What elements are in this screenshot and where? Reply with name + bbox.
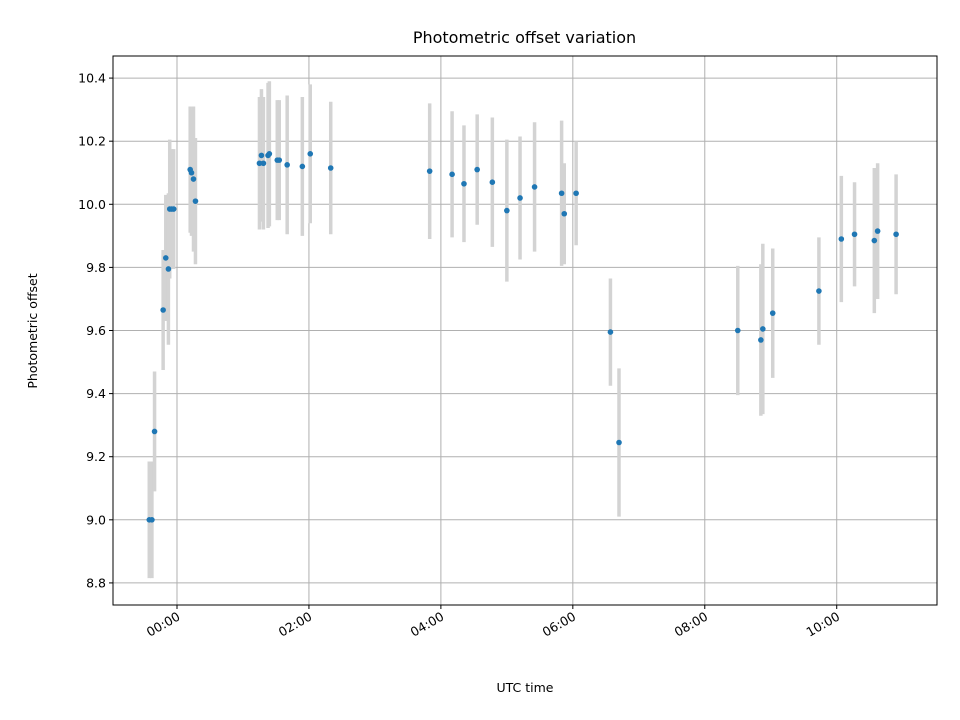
y-tick-label: 10.4 xyxy=(78,71,106,86)
x-axis-label: UTC time xyxy=(497,680,554,695)
data-point xyxy=(517,195,523,201)
data-point xyxy=(258,152,265,159)
data-point xyxy=(192,198,199,204)
x-axis-ticks: 00:00 02:00 04:00 06:00 08:00 10:00 xyxy=(144,605,842,640)
data-point xyxy=(607,329,614,335)
data-point xyxy=(558,190,565,197)
data-point xyxy=(151,428,158,435)
chart-title: Photometric offset variation xyxy=(413,28,636,47)
x-tick-label: 08:00 xyxy=(672,609,711,640)
data-point xyxy=(816,288,822,294)
data-point xyxy=(449,171,455,178)
data-point xyxy=(769,310,776,316)
data-point xyxy=(299,163,306,170)
data-point xyxy=(160,307,166,313)
data-point xyxy=(327,165,334,171)
y-tick-label: 10.2 xyxy=(78,134,106,149)
data-point xyxy=(256,160,263,167)
data-point xyxy=(573,190,579,197)
data-point xyxy=(616,439,622,446)
data-points xyxy=(146,151,899,523)
data-point xyxy=(851,231,858,238)
data-point xyxy=(170,206,177,212)
data-point xyxy=(474,166,480,173)
y-tick-label: 9.4 xyxy=(86,386,106,401)
y-tick-label: 9.0 xyxy=(86,512,106,527)
data-point xyxy=(162,255,169,261)
data-point xyxy=(871,237,878,244)
y-axis-ticks: 8.8 9.0 9.2 9.4 9.6 9.8 10.0 10.2 10.4 xyxy=(78,71,113,590)
data-point xyxy=(266,151,273,157)
x-tick-label: 02:00 xyxy=(276,609,315,640)
data-point xyxy=(461,180,467,187)
data-point xyxy=(561,210,568,217)
data-point xyxy=(874,228,881,234)
data-point xyxy=(893,231,899,238)
data-point xyxy=(504,207,510,214)
y-tick-label: 9.8 xyxy=(86,260,106,275)
data-point xyxy=(149,517,155,523)
y-tick-label: 10.0 xyxy=(78,197,106,212)
data-point xyxy=(838,236,845,242)
data-point xyxy=(489,179,496,186)
data-point xyxy=(165,266,172,272)
y-tick-label: 9.2 xyxy=(86,449,106,464)
data-point xyxy=(284,162,290,168)
data-point xyxy=(190,176,197,182)
y-tick-label: 8.8 xyxy=(86,575,106,590)
x-tick-label: 10:00 xyxy=(804,609,843,640)
data-point xyxy=(426,168,433,174)
data-point xyxy=(734,327,741,334)
data-point xyxy=(758,337,764,343)
data-point xyxy=(276,157,283,163)
x-tick-label: 00:00 xyxy=(144,609,183,640)
x-tick-label: 06:00 xyxy=(540,609,579,640)
data-point xyxy=(260,160,267,167)
data-point xyxy=(760,326,766,332)
y-axis-label: Photometric offset xyxy=(25,273,40,388)
data-point xyxy=(531,184,538,190)
y-tick-label: 9.6 xyxy=(86,323,106,338)
data-point xyxy=(188,169,195,176)
data-point xyxy=(307,151,314,157)
x-tick-label: 04:00 xyxy=(408,609,447,640)
grid xyxy=(113,56,937,605)
